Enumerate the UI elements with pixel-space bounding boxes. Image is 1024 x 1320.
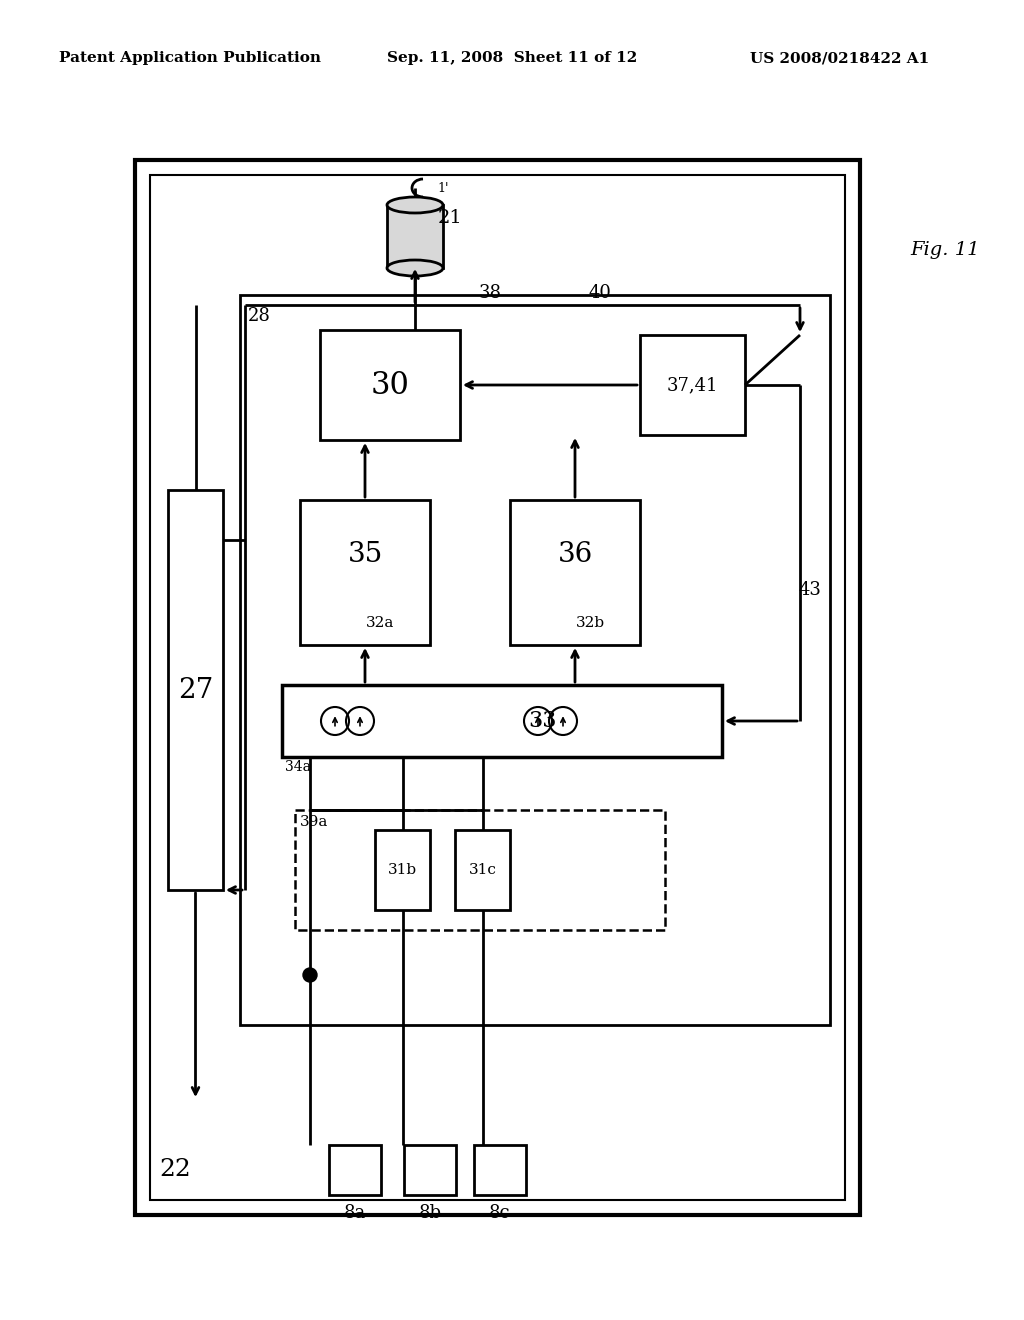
Bar bbox=[150, 176, 845, 1200]
Text: 8b: 8b bbox=[419, 1204, 441, 1222]
Text: 31c: 31c bbox=[469, 863, 497, 876]
Text: 27: 27 bbox=[178, 676, 213, 704]
Bar bbox=[455, 830, 510, 909]
Text: Fig. 11: Fig. 11 bbox=[910, 242, 980, 259]
Bar bbox=[168, 490, 223, 890]
Text: 8a: 8a bbox=[344, 1204, 367, 1222]
Bar bbox=[282, 685, 722, 756]
Bar bbox=[474, 1144, 526, 1195]
Text: 30: 30 bbox=[371, 370, 410, 400]
Circle shape bbox=[303, 968, 317, 982]
Bar bbox=[404, 1144, 456, 1195]
Text: 33: 33 bbox=[527, 710, 556, 733]
Text: 28: 28 bbox=[248, 308, 271, 325]
Text: Patent Application Publication: Patent Application Publication bbox=[59, 51, 321, 65]
Text: US 2008/0218422 A1: US 2008/0218422 A1 bbox=[751, 51, 930, 65]
Text: 43: 43 bbox=[799, 581, 821, 599]
Text: 22: 22 bbox=[159, 1159, 190, 1181]
Text: 21: 21 bbox=[437, 209, 463, 227]
Bar bbox=[329, 1144, 381, 1195]
Text: 37,41: 37,41 bbox=[667, 376, 718, 393]
Text: 35: 35 bbox=[347, 541, 383, 569]
Bar bbox=[319, 330, 460, 440]
Text: 1': 1' bbox=[437, 181, 449, 194]
Text: 38: 38 bbox=[478, 284, 502, 302]
Text: 36: 36 bbox=[557, 541, 593, 569]
Text: 34a: 34a bbox=[285, 760, 311, 774]
Bar bbox=[135, 160, 860, 1214]
Bar bbox=[295, 810, 665, 931]
Bar bbox=[240, 294, 830, 1026]
Ellipse shape bbox=[387, 260, 443, 276]
Bar bbox=[387, 205, 443, 268]
Text: 39a: 39a bbox=[300, 814, 329, 829]
Text: 31b: 31b bbox=[388, 863, 417, 876]
Text: 8c: 8c bbox=[489, 1204, 511, 1222]
Bar bbox=[300, 500, 430, 645]
Text: 32a: 32a bbox=[366, 616, 394, 630]
Text: 32b: 32b bbox=[575, 616, 604, 630]
Bar bbox=[375, 830, 430, 909]
Text: Sep. 11, 2008  Sheet 11 of 12: Sep. 11, 2008 Sheet 11 of 12 bbox=[387, 51, 637, 65]
Text: 40: 40 bbox=[589, 284, 611, 302]
Ellipse shape bbox=[387, 197, 443, 213]
Bar bbox=[640, 335, 745, 436]
Bar bbox=[510, 500, 640, 645]
